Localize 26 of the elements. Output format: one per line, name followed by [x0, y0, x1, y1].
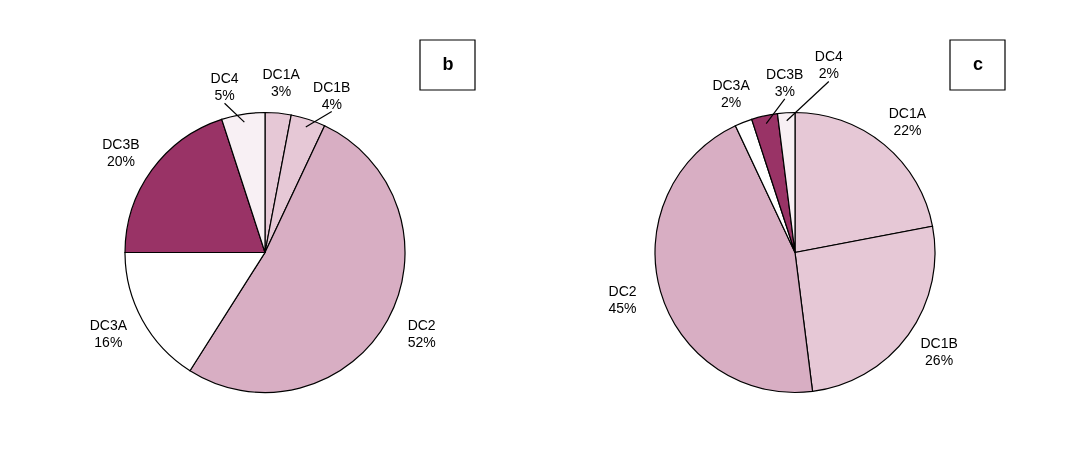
data-label: 20% [106, 152, 135, 169]
data-label: 2% [720, 94, 742, 111]
slice-label: DC3B [766, 65, 804, 82]
slice-label: DC4 [814, 48, 844, 65]
data-label: 22% [893, 121, 922, 138]
data-label: 16% [94, 334, 123, 351]
slice-label: DC1A [888, 104, 927, 121]
data-label: 2% [818, 65, 839, 82]
data-label: 45% [608, 299, 637, 316]
slice-label: DC1B [920, 335, 958, 352]
slice-label: DC2 [407, 317, 436, 334]
slice-label: DC1A [262, 66, 301, 83]
slice-label: DC4 [210, 70, 239, 87]
chart-title: c [972, 54, 984, 74]
slice-label: DC3A [712, 77, 751, 94]
slice-label: DC1B [313, 78, 351, 95]
data-label: 26% [925, 352, 954, 369]
chart-title: b [442, 54, 454, 74]
slice-label: DC2 [608, 282, 637, 299]
data-label: 3% [270, 83, 292, 100]
slice-label: DC3A [89, 317, 128, 334]
slice-label: DC3B [102, 135, 140, 152]
data-label: 3% [774, 82, 795, 99]
data-label: 5% [214, 87, 235, 104]
data-label: 4% [321, 95, 342, 112]
data-label: 52% [407, 334, 436, 351]
